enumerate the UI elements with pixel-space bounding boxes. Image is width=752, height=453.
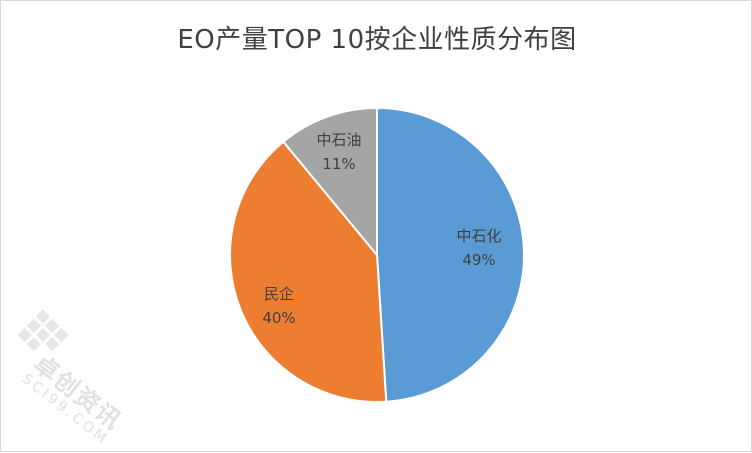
slice-percent-label: 11%	[322, 155, 355, 173]
slice-percent-label: 49%	[462, 251, 495, 269]
pie-slice-3	[281, 106, 378, 258]
slice-category-label: 中石油	[316, 131, 361, 149]
pie-slice-2	[229, 140, 388, 403]
slice-category-label: 中石化	[456, 227, 501, 245]
chart-title: EO产量TOP 10按企业性质分布图	[177, 25, 577, 55]
slice-percent-label: 40%	[262, 309, 295, 327]
pie-slice-1	[376, 106, 525, 403]
slice-category-label: 民企	[264, 285, 294, 303]
